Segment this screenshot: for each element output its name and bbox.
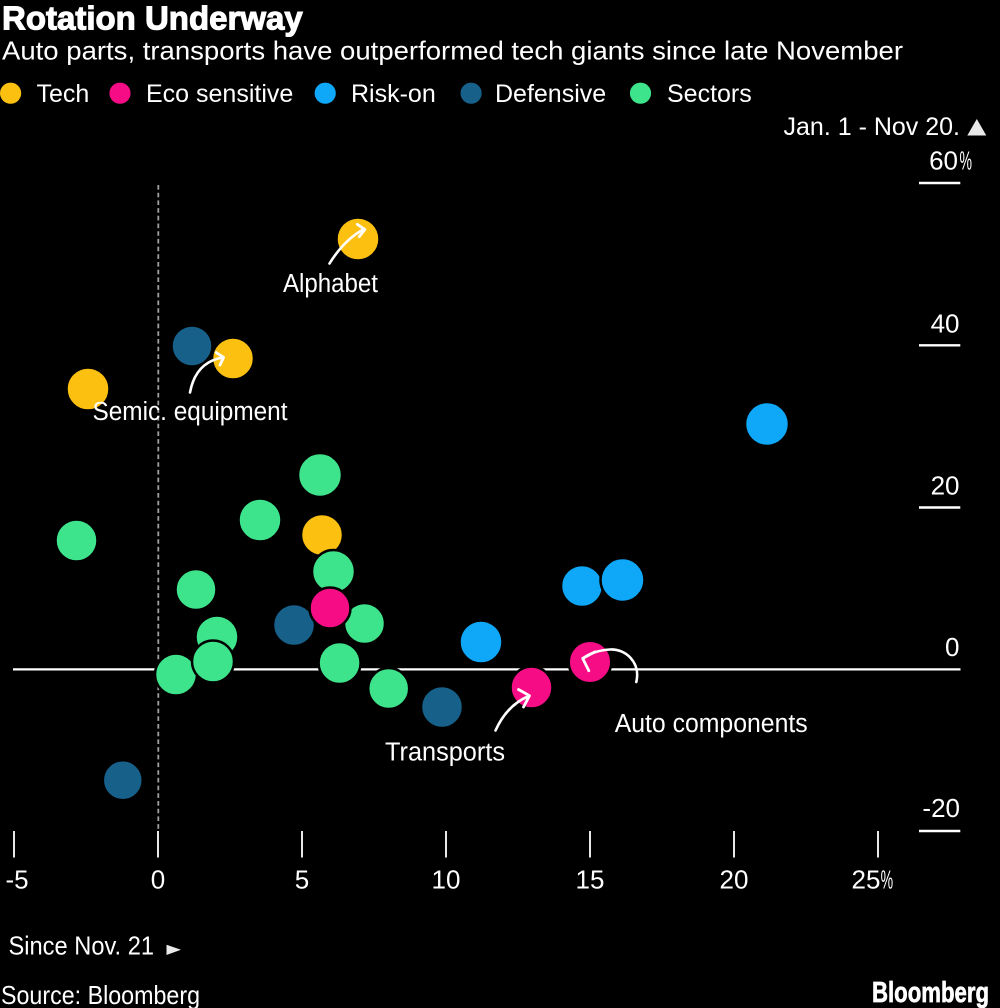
svg-text:15: 15	[576, 865, 605, 895]
svg-text:10: 10	[432, 865, 461, 895]
svg-text:0: 0	[151, 865, 165, 895]
svg-text:Semic. equipment: Semic. equipment	[93, 398, 288, 426]
svg-text:Source: Bloomberg: Source: Bloomberg	[1, 980, 200, 1008]
svg-text:25: 25	[852, 865, 881, 895]
svg-text:Jan. 1 - Nov 20.: Jan. 1 - Nov 20.	[784, 113, 960, 141]
svg-text:40: 40	[931, 309, 960, 339]
svg-text:Alphabet: Alphabet	[283, 270, 378, 298]
svg-text:60: 60	[929, 145, 958, 175]
svg-text:Risk-on: Risk-on	[351, 80, 436, 108]
svg-text:Eco sensitive: Eco sensitive	[146, 80, 293, 108]
svg-text:Auto components: Auto components	[615, 710, 808, 738]
svg-text:20: 20	[720, 865, 749, 895]
svg-text:0: 0	[945, 632, 959, 662]
svg-text:-5: -5	[5, 865, 28, 895]
svg-text:%: %	[881, 865, 894, 895]
svg-text:%: %	[960, 145, 973, 175]
svg-text:Since Nov. 21: Since Nov. 21	[9, 931, 155, 961]
svg-text:Bloomberg: Bloomberg	[872, 977, 989, 1008]
svg-text:-20: -20	[922, 793, 960, 823]
svg-text:5: 5	[295, 865, 309, 895]
svg-text:Transports: Transports	[385, 739, 505, 767]
svg-text:Rotation Underway: Rotation Underway	[2, 0, 303, 37]
svg-text:20: 20	[931, 470, 960, 500]
svg-text:Tech: Tech	[37, 80, 90, 108]
svg-text:Auto parts, transports have ou: Auto parts, transports have outperformed…	[2, 36, 903, 66]
svg-text:Defensive: Defensive	[495, 80, 606, 108]
svg-text:Sectors: Sectors	[667, 80, 752, 108]
